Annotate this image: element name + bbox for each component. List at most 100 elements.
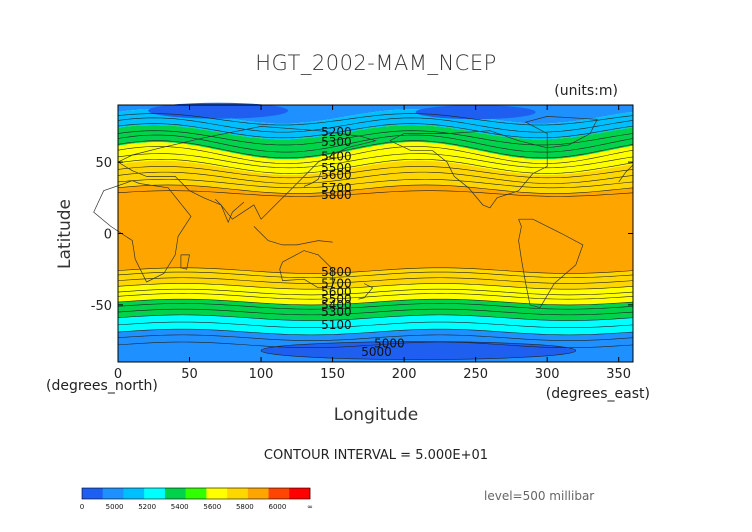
coastline-1: [117, 126, 377, 220]
x-tick-label: 100: [249, 367, 274, 382]
band-5600-5800-south: [118, 283, 633, 305]
band-5400-5600-south: [118, 299, 633, 321]
x-axis: 0 50 100 150 200 250 300 350: [114, 105, 631, 382]
x-axis-label: Longitude: [334, 405, 419, 425]
y-tick-label: 50: [95, 156, 112, 171]
coastline-11: [618, 164, 634, 183]
contour-line: [117, 277, 634, 284]
contour-label: 5600: [321, 168, 352, 182]
colorbar-swatch: [268, 488, 290, 499]
contour-line: [117, 171, 634, 184]
contour-label: 5300: [321, 135, 352, 149]
contour-line: [117, 321, 634, 329]
contour-line: [117, 283, 634, 290]
band-5200-5400-north-a: [118, 109, 633, 140]
colorbar: 0 5000 5200 5400 5600 5800 6000 ∞: [80, 487, 313, 511]
contour-label: 5800: [321, 188, 352, 202]
contour-label: 5300: [321, 305, 352, 319]
contour-label: 5500: [321, 161, 352, 175]
contour-line: [117, 328, 634, 336]
colorbar-tick-label: 6000: [269, 503, 287, 511]
colorbar-swatch: [144, 488, 166, 499]
contour-line: [117, 288, 634, 296]
colorbar-tick-label: 5800: [236, 503, 254, 511]
band-5600-5800-north: [118, 142, 633, 175]
x-tick-label: 250: [463, 367, 488, 382]
contour-label: 5200: [321, 125, 352, 139]
x-tick-label: 300: [535, 367, 560, 382]
contour-label: 5700: [321, 276, 352, 290]
x-tick-label: 50: [181, 367, 198, 382]
contour-label: 5700: [321, 181, 352, 195]
colorbar-tick-label: 5400: [171, 503, 189, 511]
colorbar-swatch: [123, 488, 145, 499]
coastline-8: [303, 171, 322, 187]
contour-label: 5400: [321, 149, 352, 163]
contour-label: 5800: [321, 265, 352, 279]
coastline-10: [358, 283, 374, 300]
colorbar-swatch: [102, 488, 124, 499]
coastline-5: [518, 218, 584, 309]
coastline-0: [93, 180, 192, 283]
coastline-6: [524, 116, 598, 149]
contour-line: [117, 166, 634, 179]
chart-title: HGT_2002-MAM_NCEP: [255, 51, 497, 75]
x-tick-label: 200: [392, 367, 417, 382]
colorbar-tick-label: 0: [80, 503, 84, 511]
band-5400-5600-north: [118, 124, 633, 160]
plot-area: [93, 102, 634, 363]
colorbar-swatch: [206, 488, 228, 499]
band-tropics: [118, 184, 633, 274]
contour-interval-text: CONTOUR INTERVAL = 5.000E+01: [264, 448, 488, 463]
band-5800-south: [118, 267, 633, 290]
antarctic-low: [261, 341, 576, 360]
x-tick-label: 150: [320, 367, 345, 382]
contour-line-5000: [260, 341, 577, 360]
contour-line: [117, 113, 634, 126]
contour-line: [117, 190, 634, 197]
x-tick-label: 350: [606, 367, 631, 382]
coastline-3: [279, 250, 333, 289]
y-unit-label: (degrees_north): [46, 378, 158, 394]
contour-line: [117, 334, 634, 341]
contour-label: 5500: [321, 292, 352, 306]
colorbar-tick-label: ∞: [307, 503, 313, 511]
coastline-9: [180, 254, 190, 270]
colorbar-swatch: [185, 488, 207, 499]
contour-line: [117, 117, 634, 133]
contour-line: [117, 267, 634, 274]
x-tick-label: 0: [114, 367, 122, 382]
color-bands: [118, 102, 633, 362]
level-text: level=500 millibar: [484, 489, 594, 503]
contour-labels: 5200530054005500560057005800580057005600…: [321, 125, 404, 359]
contour-line: [117, 314, 634, 321]
colorbar-swatch: [247, 488, 269, 499]
contour-line: [117, 184, 634, 194]
contour-line: [117, 178, 634, 189]
colorbar-swatch: [164, 488, 186, 499]
colorbar-tick-label: 5200: [138, 503, 156, 511]
contour-line: [117, 153, 634, 169]
colorbar-swatch: [227, 488, 249, 499]
coastline-4: [389, 130, 548, 209]
y-tick-label: -50: [91, 299, 112, 314]
coastline-2: [215, 198, 245, 224]
contour-line: [117, 298, 634, 306]
colorbar-frame: [81, 487, 311, 500]
colorbar-tick-label: 5000: [106, 503, 124, 511]
y-axis-label: Latitude: [55, 199, 75, 269]
colorbar-tick-label: 5600: [203, 503, 221, 511]
contour-label: 5000: [374, 336, 405, 350]
units-label: (units:m): [554, 83, 618, 99]
contour-label: 5100: [321, 318, 352, 332]
y-axis: 50 0 -50: [91, 156, 633, 314]
contour-line: [117, 271, 634, 279]
contour-line: [117, 308, 634, 316]
contour-line: [117, 341, 634, 349]
contour-label: 5400: [321, 298, 352, 312]
colorbar-swatch: [82, 488, 104, 499]
contour-line: [117, 303, 634, 310]
coastline-7: [253, 226, 333, 246]
coastlines: [93, 116, 634, 309]
